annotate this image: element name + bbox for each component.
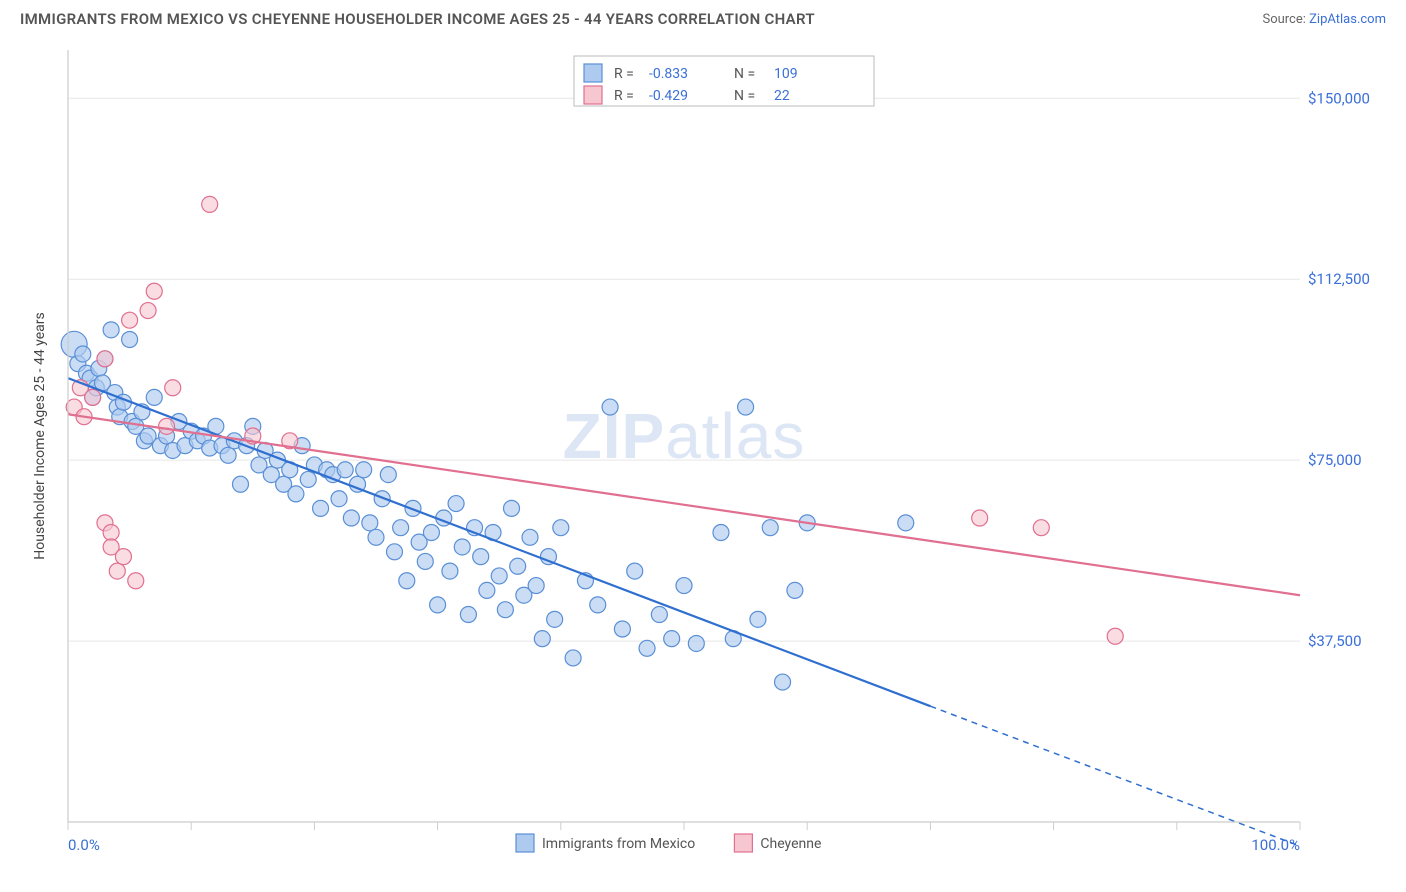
scatter-point [146, 389, 162, 405]
scatter-point [146, 283, 162, 299]
legend-swatch [734, 834, 752, 852]
scatter-point [1107, 628, 1123, 644]
scatter-point [473, 549, 489, 565]
y-axis-title: Householder Income Ages 25 - 44 years [32, 312, 48, 559]
scatter-point [103, 525, 119, 541]
scatter-point [313, 500, 329, 516]
scatter-point [534, 631, 550, 647]
scatter-point [497, 602, 513, 618]
scatter-point [331, 491, 347, 507]
scatter-point [122, 332, 138, 348]
scatter-point [510, 558, 526, 574]
scatter-point [614, 621, 630, 637]
chart-area: ZIPatlas $37,500 $75,000 $112,500 $150,000 0.… [20, 40, 1386, 872]
scatter-point [368, 529, 384, 545]
scatter-point [337, 462, 353, 478]
scatter-point [399, 573, 415, 589]
scatter-point [122, 312, 138, 328]
scatter-point [522, 529, 538, 545]
scatter-point [448, 496, 464, 512]
scatter-point [651, 607, 667, 623]
scatter-point [103, 322, 119, 338]
scatter-point [762, 520, 778, 536]
stat-r-value: -0.833 [649, 66, 688, 82]
scatter-point [202, 196, 218, 212]
stat-r-label: R = [614, 66, 634, 82]
scatter-point [479, 582, 495, 598]
scatter-point [220, 447, 236, 463]
chart-title: IMMIGRANTS FROM MEXICO VS CHEYENNE HOUSE… [20, 10, 815, 28]
legend-label: Immigrants from Mexico [542, 836, 695, 852]
scatter-point [97, 351, 113, 367]
x-end-label: 100.0% [1251, 836, 1300, 854]
scatter-point [430, 597, 446, 613]
scatter-point [898, 515, 914, 531]
scatter-point [109, 563, 125, 579]
stat-n-value: 22 [774, 88, 790, 104]
scatter-point [676, 578, 692, 594]
scatter-point [602, 399, 618, 415]
source-link[interactable]: ZipAtlas.com [1309, 12, 1386, 27]
scatter-point [356, 462, 372, 478]
scatter-point [738, 399, 754, 415]
scatter-point [386, 544, 402, 560]
scatter-point [454, 539, 470, 555]
scatter-point [140, 303, 156, 319]
scatter-point [639, 640, 655, 656]
legend-label: Cheyenne [760, 836, 821, 852]
scatter-point [504, 500, 520, 516]
scatter-point [128, 573, 144, 589]
scatter-point [547, 611, 563, 627]
legend-swatch [516, 834, 534, 852]
stat-r-label: R = [614, 88, 634, 104]
stat-n-label: N = [734, 66, 755, 82]
stat-swatch [584, 64, 602, 82]
scatter-point [423, 525, 439, 541]
scatter-point [343, 510, 359, 526]
scatter-point [393, 520, 409, 536]
scatter-point [442, 563, 458, 579]
scatter-point [380, 467, 396, 483]
source-prefix: Source: [1262, 12, 1309, 27]
stat-r-value: -0.429 [649, 88, 688, 104]
scatter-point [232, 476, 248, 492]
scatter-point [972, 510, 988, 526]
stat-swatch [584, 86, 602, 104]
scatter-point [85, 389, 101, 405]
stat-n-value: 109 [774, 66, 798, 82]
scatter-point [565, 650, 581, 666]
scatter-point [460, 607, 476, 623]
scatter-point [664, 631, 680, 647]
y-tick-label: $112,500 [1308, 270, 1370, 288]
scatter-point [553, 520, 569, 536]
y-tick-label: $75,000 [1308, 451, 1362, 469]
y-tick-label: $150,000 [1308, 89, 1370, 107]
scatter-point [787, 582, 803, 598]
scatter-point [688, 635, 704, 651]
scatter-point [775, 674, 791, 690]
scatter-point [300, 471, 316, 487]
scatter-point [288, 486, 304, 502]
scatter-point [1033, 520, 1049, 536]
scatter-point [159, 418, 175, 434]
y-tick-label: $37,500 [1308, 632, 1362, 650]
scatter-point [713, 525, 729, 541]
source-attribution: Source: ZipAtlas.com [1262, 12, 1386, 27]
scatter-point [590, 597, 606, 613]
scatter-point [115, 549, 131, 565]
scatter-point [750, 611, 766, 627]
scatter-point [627, 563, 643, 579]
scatter-point [528, 578, 544, 594]
scatter-point [75, 346, 91, 362]
scatter-point [362, 515, 378, 531]
scatter-point [417, 553, 433, 569]
scatter-point [491, 568, 507, 584]
scatter-point [165, 380, 181, 396]
stat-n-label: N = [734, 88, 755, 104]
x-start-label: 0.0% [68, 836, 100, 854]
watermark: ZIPatlas [563, 400, 806, 472]
